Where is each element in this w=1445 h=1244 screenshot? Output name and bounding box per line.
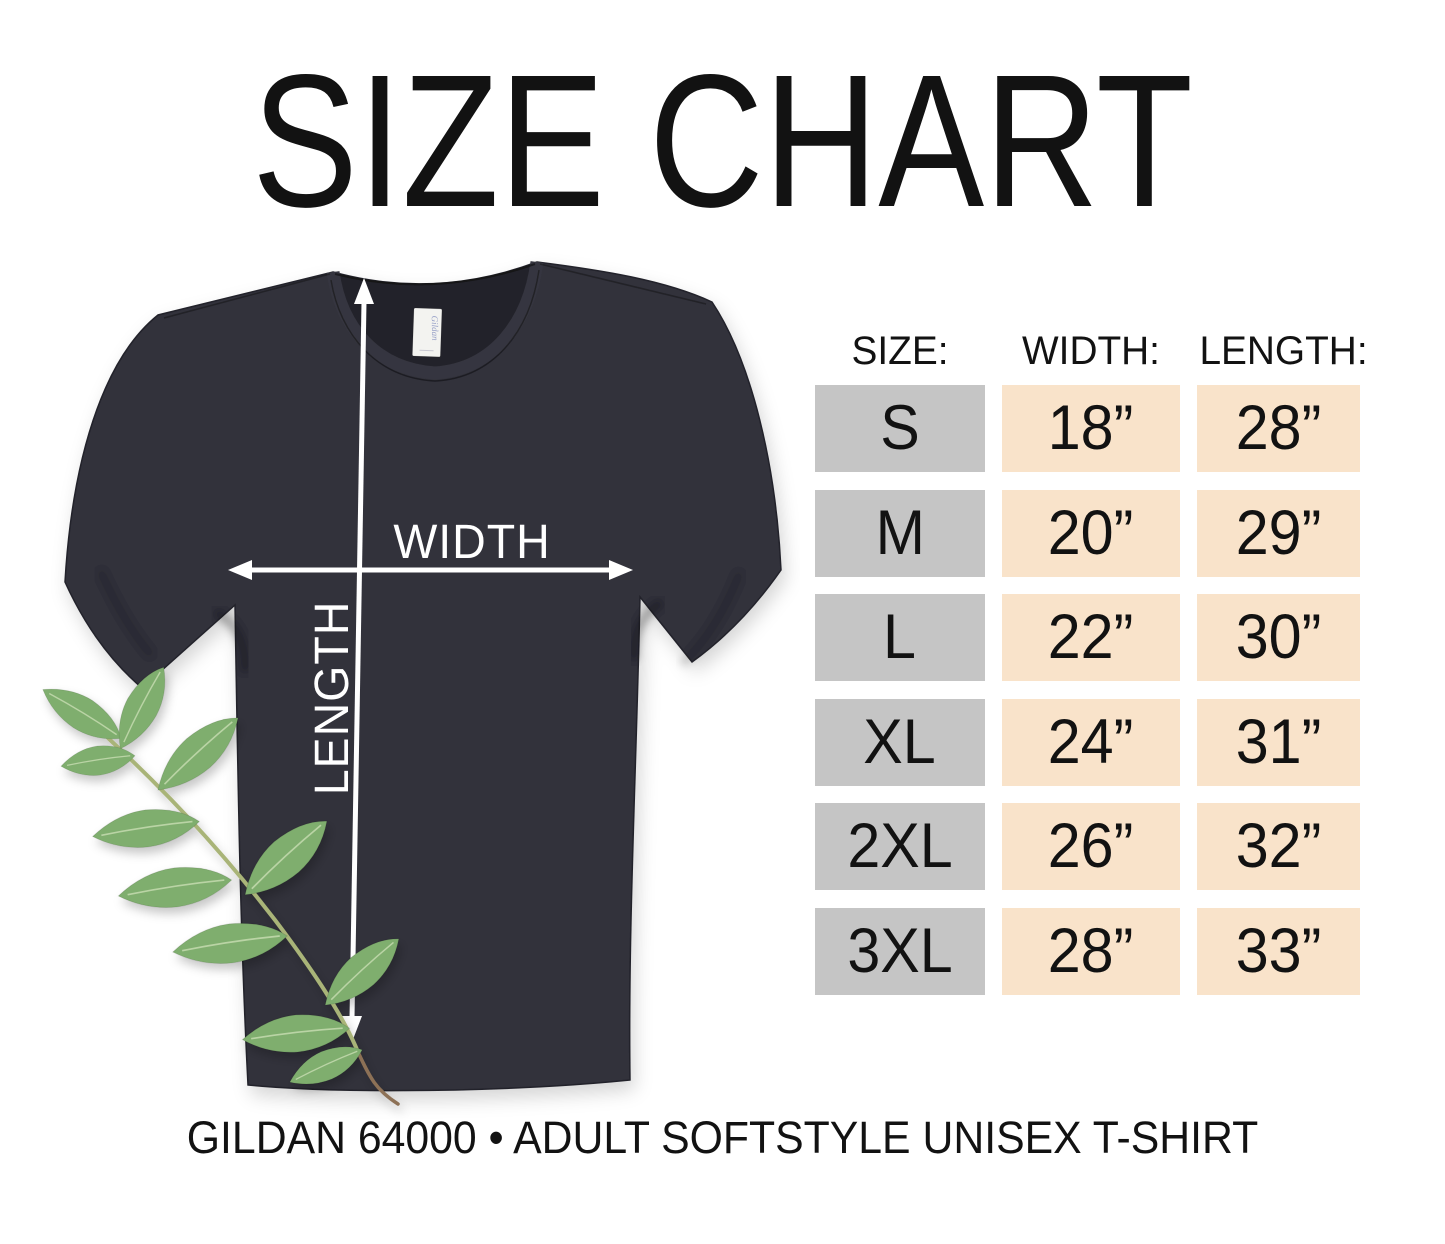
cell-size-l: L: [815, 594, 985, 681]
collar-tag: Gildan: [412, 307, 443, 358]
length-arrow: [342, 278, 374, 1042]
size-table: SIZE: WIDTH: LENGTH: S 18” 28” M 20” 29”…: [815, 329, 1368, 995]
cell-width-l: 22”: [1002, 594, 1180, 681]
cell-length-s: 28”: [1197, 385, 1360, 472]
header-length: LENGTH:: [1199, 329, 1368, 373]
cell-size-2xl: 2XL: [815, 803, 985, 890]
header-width: WIDTH:: [1022, 329, 1160, 373]
cell-width-2xl: 26”: [1002, 803, 1180, 890]
tshirt-body: Gildan: [64, 261, 782, 1092]
product-caption: GILDAN 64000 • ADULT SOFTSTYLE UNISEX T-…: [186, 1112, 1259, 1163]
size-table-header: SIZE: WIDTH: LENGTH:: [815, 329, 1368, 373]
cell-length-2xl: 32”: [1197, 803, 1360, 890]
collar-band: [326, 261, 544, 380]
cell-size-xl: XL: [815, 698, 985, 786]
cell-width-xl: 24”: [1002, 698, 1180, 786]
header-size: SIZE:: [851, 329, 949, 373]
width-arrow: [228, 560, 633, 580]
cell-length-l: 30”: [1197, 594, 1360, 681]
tag-brand-text: Gildan: [430, 315, 440, 341]
cell-length-xl: 31”: [1197, 698, 1360, 786]
cell-width-m: 20”: [1002, 489, 1180, 577]
width-label: WIDTH: [393, 515, 550, 569]
leaf-branch: [40, 658, 411, 1106]
cell-length-m: 29”: [1197, 489, 1360, 577]
cell-size-m: M: [815, 489, 985, 577]
cell-width-3xl: 28”: [1002, 907, 1180, 995]
size-table-body: S 18” 28” M 20” 29” L 22” 30” XL 24” 31”…: [815, 385, 1360, 995]
length-label: LENGTH: [305, 601, 359, 796]
page-title: SIZE CHART: [252, 36, 1193, 247]
cell-length-3xl: 33”: [1197, 907, 1360, 995]
tshirt-graphic: Gildan WIDTH LENGTH: [40, 261, 782, 1106]
cell-size-s: S: [815, 385, 985, 472]
cell-size-3xl: 3XL: [815, 907, 985, 995]
cell-width-s: 18”: [1002, 385, 1180, 472]
